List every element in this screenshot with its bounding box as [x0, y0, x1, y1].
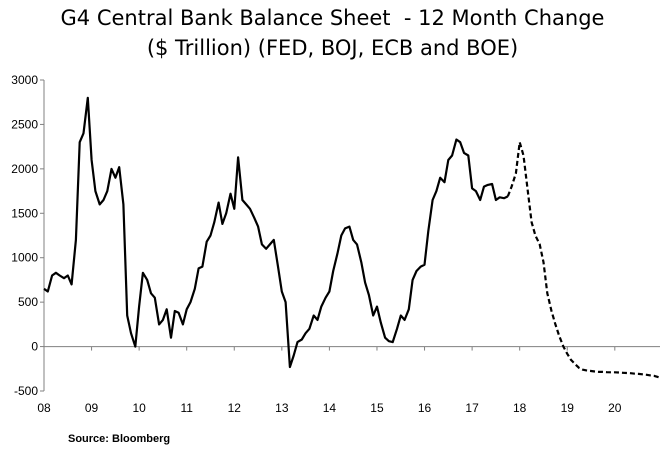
x-tick-label: 15 [370, 401, 384, 415]
y-tick-label: 3000 [11, 73, 38, 87]
x-tick-label: 16 [418, 401, 432, 415]
series-lines [43, 96, 659, 379]
source-note: Source: Bloomberg [68, 433, 171, 445]
y-tick-label: 500 [18, 295, 38, 309]
y-tick-label: 2000 [11, 162, 38, 176]
y-tick-label: 2500 [11, 117, 38, 131]
x-tick-label: 19 [561, 401, 575, 415]
x-tick-label: 08 [37, 401, 51, 415]
x-tick-label: 20 [608, 401, 622, 415]
y-tick-label: 1500 [11, 206, 38, 220]
y-tick-label: 0 [31, 340, 38, 354]
x-tick-label: 17 [465, 401, 479, 415]
x-tick-label: 12 [228, 401, 242, 415]
x-tick-label: 18 [513, 401, 527, 415]
chart-title-line-2: ($ Trillion) (FED, BOJ, ECB and BOE) [146, 36, 519, 60]
x-axis-ticks: 08 09 10 11 12 13 14 15 16 17 18 19 20 [37, 346, 622, 415]
actual-series-line [43, 96, 509, 369]
y-tick-label: -500 [14, 384, 38, 398]
x-tick-label: 14 [323, 401, 337, 415]
projection-series-line [506, 141, 659, 379]
x-tick-label: 11 [180, 401, 193, 415]
x-tick-label: 10 [132, 401, 146, 415]
chart-axes [43, 80, 660, 391]
x-tick-label: 09 [85, 401, 99, 415]
y-axis-ticks: -500 0 500 1000 1500 2000 2500 3000 [11, 73, 44, 398]
y-tick-label: 1000 [11, 251, 38, 265]
chart-title-line-1: G4 Central Bank Balance Sheet - 12 Month… [60, 6, 605, 30]
x-tick-label: 13 [275, 401, 289, 415]
